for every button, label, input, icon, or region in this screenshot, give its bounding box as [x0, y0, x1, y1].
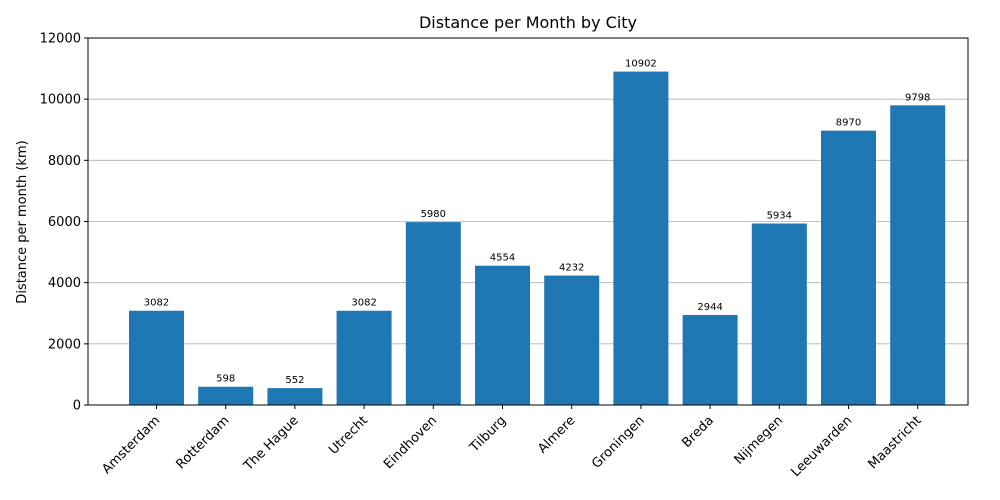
x-tick-label: Maastricht — [866, 413, 925, 472]
y-ticks: 0 2000 4000 6000 8000 10000 12000 — [40, 32, 88, 414]
y-tick-label: 6000 — [48, 215, 81, 230]
bar — [129, 310, 184, 405]
bar-value-label: 8970 — [836, 118, 861, 129]
bar — [336, 310, 392, 405]
bar — [682, 314, 738, 405]
chart-title: Distance per Month by City — [419, 13, 637, 32]
bar — [198, 386, 254, 405]
x-tick-label: Eindhoven — [381, 413, 440, 472]
bar-value-label: 5980 — [421, 209, 446, 220]
y-tick-label: 10000 — [40, 93, 81, 108]
x-tick-label: The Hague — [241, 413, 302, 474]
bar — [475, 265, 530, 405]
y-tick-label: 0 — [73, 399, 81, 414]
bar — [751, 223, 807, 405]
x-tick-label: Rotterdam — [173, 413, 232, 472]
bar-value-label: 10902 — [625, 59, 657, 70]
bar — [821, 130, 876, 406]
bar-value-label: 3082 — [144, 298, 169, 309]
y-tick-label: 4000 — [48, 276, 81, 291]
bar — [613, 71, 669, 405]
bar-value-label: 598 — [216, 374, 235, 385]
y-tick-label: 8000 — [48, 154, 81, 169]
x-tick-label: Leeuwarden — [789, 413, 856, 480]
x-tick-label: Utrecht — [326, 413, 371, 458]
bar-value-label: 4554 — [490, 253, 515, 264]
bar-value-label: 5934 — [767, 211, 792, 222]
y-tick-label: 2000 — [48, 337, 81, 352]
bar — [890, 105, 946, 406]
bar-value-label: 4232 — [559, 263, 584, 274]
x-tick-label: Nijmegen — [732, 413, 787, 468]
bar — [267, 388, 323, 405]
x-ticks: Amsterdam Rotterdam The Hague Utrecht Eindho… — [99, 405, 925, 480]
bar — [405, 222, 461, 405]
y-axis-label: Distance per month (km) — [15, 140, 30, 303]
data-labels: 3082 598 552 3082 5980 4554 4232 10902 2944 5934 8… — [144, 59, 931, 387]
bars — [129, 71, 946, 406]
x-tick-label: Tilburg — [466, 413, 509, 456]
bar-value-label: 3082 — [351, 298, 376, 309]
bar-value-label: 9798 — [905, 92, 930, 103]
bar — [544, 275, 600, 405]
bar-value-label: 2944 — [697, 302, 722, 313]
x-tick-label: Breda — [679, 413, 717, 451]
x-tick-label: Amsterdam — [99, 413, 163, 477]
x-tick-label: Groningen — [589, 413, 647, 471]
y-tick-label: 12000 — [40, 32, 81, 47]
x-tick-label: Almere — [535, 413, 578, 456]
bar-value-label: 552 — [285, 375, 304, 386]
